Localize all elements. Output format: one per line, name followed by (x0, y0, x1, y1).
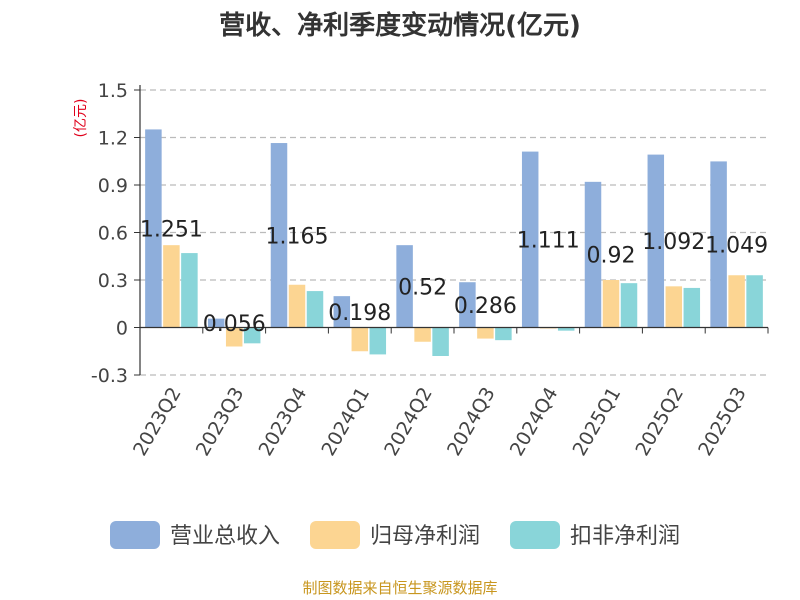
bar-deducted-net-profit-2025Q3 (746, 275, 763, 328)
bar-parent-net-profit-2023Q4 (288, 284, 306, 328)
bar-revenue-2023Q4 (270, 143, 288, 328)
data-labels: 1.2510.0561.1650.1980.520.2861.1110.921.… (140, 217, 768, 337)
data-label-revenue: 1.165 (266, 224, 329, 249)
bar-deducted-net-profit-2023Q2 (181, 253, 198, 328)
y-tick-label: -0.3 (91, 365, 128, 387)
y-tick-label: 0.3 (98, 270, 128, 292)
bar-deducted-net-profit-2025Q1 (620, 283, 638, 328)
y-tick-label: 1.2 (98, 128, 128, 150)
bar-deducted-net-profit-2024Q3 (495, 327, 512, 341)
data-label-revenue: 1.251 (140, 217, 203, 242)
x-tick-label: 2023Q4 (255, 384, 312, 460)
legend-swatch (110, 521, 160, 549)
x-tick-label: 2024Q1 (317, 384, 374, 460)
x-tick-label: 2023Q3 (192, 384, 249, 460)
y-tick-label: 1.5 (98, 80, 128, 102)
bar-parent-net-profit-2023Q2 (163, 245, 180, 328)
grid-lines (140, 89, 768, 376)
bar-deducted-net-profit-2024Q1 (369, 327, 387, 355)
y-unit-label: (亿元) (73, 99, 89, 138)
legend-swatch (510, 521, 560, 549)
x-tick-label: 2025Q2 (631, 384, 688, 460)
data-label-revenue: 1.092 (642, 230, 705, 255)
y-tick-label: 0.6 (98, 223, 128, 245)
y-tick-label: 0.9 (98, 175, 128, 197)
legend-label: 营业总收入 (170, 524, 280, 549)
bar-parent-net-profit-2025Q1 (602, 280, 620, 328)
source-note: 制图数据来自恒生聚源数据库 (302, 579, 497, 597)
bar-revenue-2024Q1 (333, 296, 351, 328)
chart-title: 营收、净利季度变动情况(亿元) (219, 10, 581, 41)
bar-deducted-net-profit-2023Q4 (306, 291, 324, 328)
data-label-revenue: 1.111 (517, 229, 580, 254)
bar-revenue-2024Q3 (459, 282, 476, 328)
x-tick-label: 2025Q1 (569, 384, 626, 460)
bar-revenue-2025Q1 (584, 181, 602, 328)
bar-revenue-2025Q2 (647, 154, 665, 328)
bar-revenue-2023Q3 (207, 318, 225, 328)
data-label-revenue: 0.056 (203, 312, 266, 337)
bar-deducted-net-profit-2024Q4 (557, 327, 575, 331)
x-tick-label: 2023Q2 (129, 384, 186, 460)
bar-parent-net-profit-2025Q3 (728, 275, 745, 328)
x-tick-label: 2025Q3 (694, 384, 751, 460)
bar-parent-net-profit-2024Q3 (477, 327, 494, 339)
legend-label: 归母净利润 (370, 524, 480, 549)
legend: 营业总收入 归母净利润 扣非净利润 (110, 521, 680, 549)
data-label-revenue: 0.92 (587, 244, 636, 269)
bar-parent-net-profit-2023Q3 (225, 327, 243, 347)
bar-revenue-2023Q2 (145, 129, 162, 328)
data-label-revenue: 1.049 (705, 233, 768, 258)
bar-parent-net-profit-2024Q1 (351, 327, 369, 352)
y-tick-label: 0 (116, 318, 128, 340)
x-tick-label: 2024Q4 (506, 384, 563, 460)
bar-parent-net-profit-2025Q2 (665, 286, 683, 328)
data-label-revenue: 0.52 (398, 275, 447, 300)
data-label-revenue: 0.198 (328, 301, 391, 326)
bar-revenue-2025Q3 (710, 161, 727, 328)
data-label-revenue: 0.286 (454, 294, 517, 319)
bars (145, 129, 763, 356)
bar-parent-net-profit-2024Q2 (414, 327, 431, 342)
x-tick-label: 2024Q3 (443, 384, 500, 460)
bar-deducted-net-profit-2024Q2 (432, 327, 449, 356)
bar-deducted-net-profit-2025Q2 (683, 287, 701, 328)
legend-swatch (310, 521, 360, 549)
x-tick-label: 2024Q2 (380, 384, 437, 460)
bar-revenue-2024Q4 (521, 151, 539, 328)
bar-revenue-2024Q2 (396, 245, 413, 328)
legend-label: 扣非净利润 (570, 524, 680, 549)
bar-deducted-net-profit-2023Q3 (243, 327, 261, 344)
